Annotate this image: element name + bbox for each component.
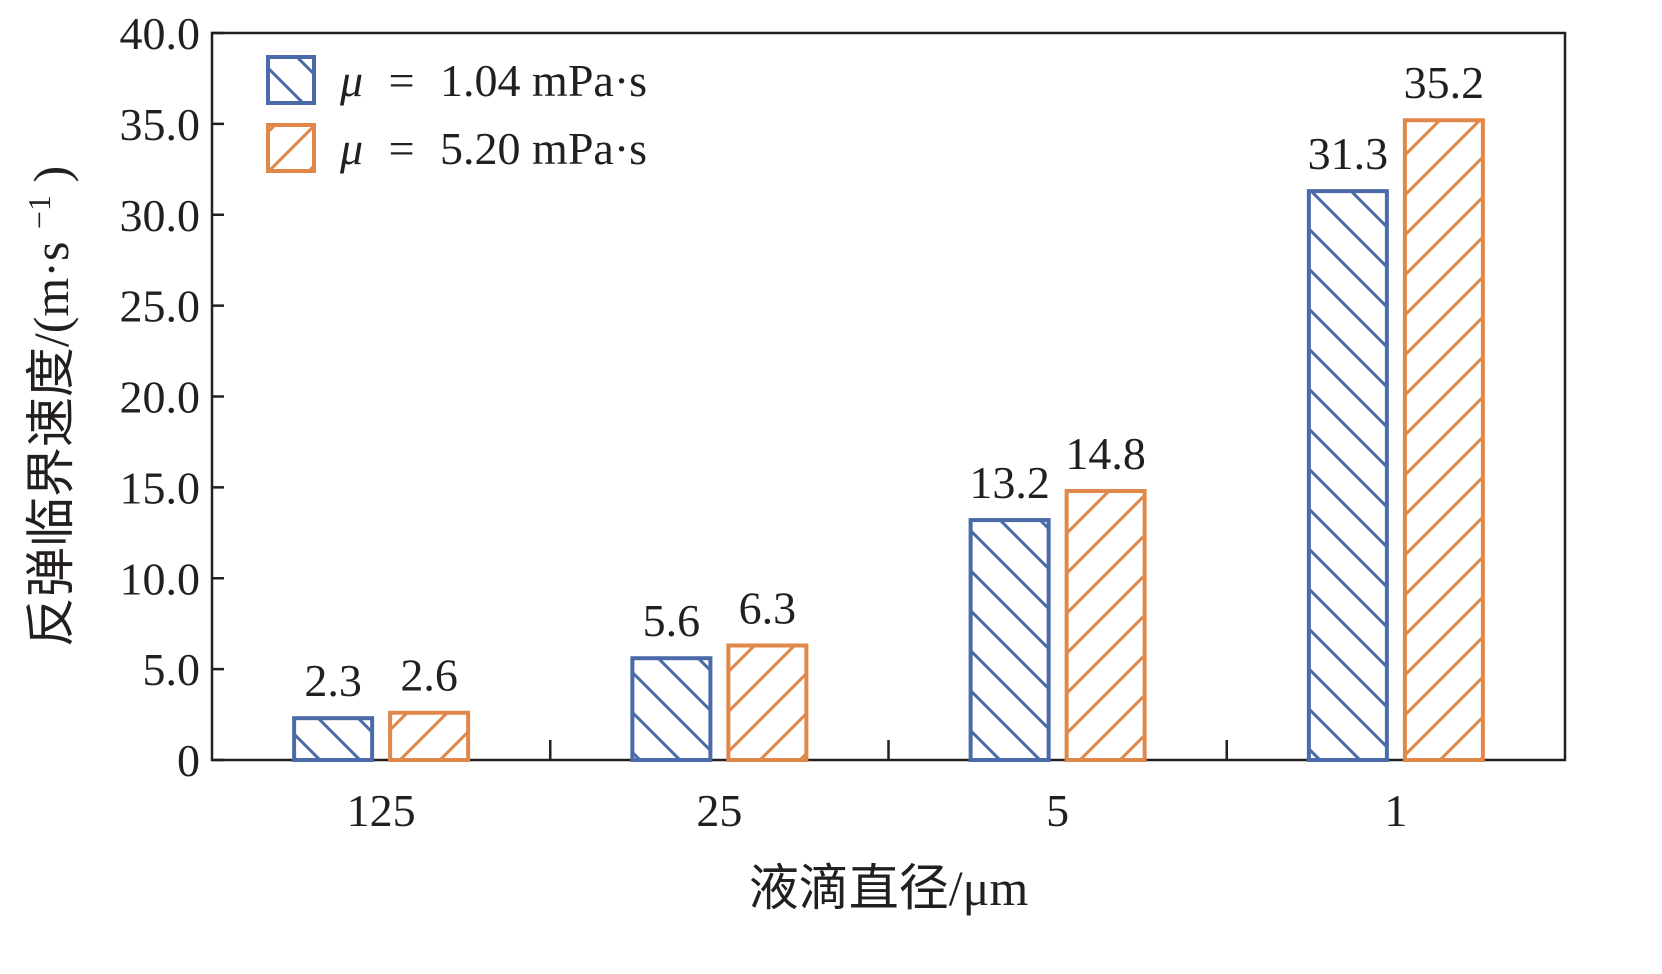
- data-label-series-2-125: 2.6: [400, 650, 458, 701]
- legend: μ = 1.04 mPa·s μ = 5.20 mPa·s: [266, 55, 647, 174]
- bar-series-1-125: [292, 716, 375, 763]
- x-tick-label: 5: [1046, 785, 1069, 836]
- y-axis: 0 5.0 10.0 15.0 20.0 25.0 30.0 35.0 40.0: [120, 8, 224, 786]
- legend-swatch-series-1: [266, 55, 316, 105]
- legend-series-2-name: 5.20 mPa·s: [440, 123, 647, 174]
- y-axis-title: 反弹临界速度/(m·s −1 ): [21, 166, 79, 647]
- y-tick-label: 15.0: [120, 462, 201, 513]
- legend-series-1-name: 1.04 mPa·s: [440, 55, 647, 106]
- y-tick-label: 30.0: [120, 190, 201, 241]
- y-tick-label: 0: [177, 735, 200, 786]
- legend-mu-symbol: μ: [339, 55, 363, 106]
- x-axis-title: 液滴直径/μm: [749, 860, 1029, 916]
- x-tick-label: 25: [696, 785, 742, 836]
- legend-swatch-series-2: [266, 123, 316, 173]
- data-label-series-1-25: 5.6: [643, 595, 701, 646]
- data-label-series-2-25: 6.3: [739, 582, 797, 633]
- x-tick-label: 125: [347, 785, 416, 836]
- bar-series-1-25: [630, 656, 713, 762]
- data-labels: 2.3 2.6 5.6 6.3 13.2 14.8 31.3 35.2: [304, 57, 1484, 706]
- y-axis-title-close: ): [23, 166, 79, 183]
- data-label-series-1-125: 2.3: [304, 655, 362, 706]
- legend-label-series-1: μ = 1.04 mPa·s: [339, 55, 647, 106]
- legend-mu-symbol: μ: [339, 123, 363, 174]
- data-label-series-2-1: 35.2: [1404, 57, 1485, 108]
- bar-series-2-5: [1064, 489, 1147, 762]
- x-axis: 125 25 5 1: [347, 740, 1407, 836]
- y-tick-label: 25.0: [120, 281, 201, 332]
- legend-equals: =: [389, 55, 415, 106]
- y-tick-label: 10.0: [120, 553, 201, 604]
- legend-equals: =: [389, 123, 415, 174]
- x-tick-label: 1: [1384, 785, 1407, 836]
- bar-series-2-25: [726, 643, 809, 762]
- bars: [292, 118, 1485, 763]
- y-tick-label: 5.0: [143, 644, 201, 695]
- y-tick-label: 40.0: [120, 8, 201, 59]
- bar-series-1-5: [968, 518, 1051, 763]
- bar-series-1-1: [1306, 189, 1389, 762]
- bar-series-2-1: [1402, 118, 1485, 763]
- data-label-series-1-5: 13.2: [969, 457, 1050, 508]
- data-label-series-2-5: 14.8: [1065, 428, 1146, 479]
- data-label-series-1-1: 31.3: [1308, 128, 1389, 179]
- legend-label-series-2: μ = 5.20 mPa·s: [339, 123, 647, 174]
- bar-series-2-125: [388, 710, 471, 762]
- y-tick-label: 35.0: [120, 99, 201, 150]
- y-tick-label: 20.0: [120, 372, 201, 423]
- y-axis-title-superscript: −1: [21, 195, 57, 229]
- y-axis-title-main: 反弹临界速度/(m·s: [23, 242, 79, 648]
